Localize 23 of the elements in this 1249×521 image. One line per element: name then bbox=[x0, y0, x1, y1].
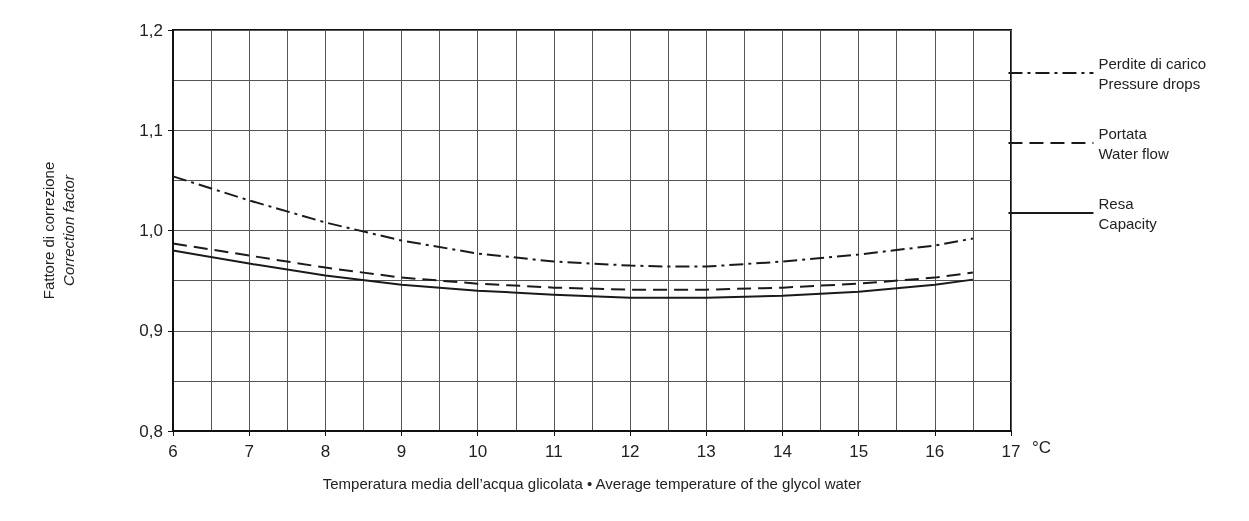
text: °C bbox=[1031, 438, 1051, 457]
x-tick-label: 16 bbox=[925, 442, 945, 461]
x-tick-label: 17 bbox=[1001, 442, 1021, 461]
x-axis-title: Temperatura media dell’acqua glicolata • Average temperature of the glycol water bbox=[322, 475, 862, 492]
x-tick-label: 11 bbox=[545, 442, 563, 461]
x-tick-label: 9 bbox=[396, 442, 407, 461]
x-tick-label: 12 bbox=[620, 442, 640, 461]
x-tick-label: 14 bbox=[772, 442, 792, 461]
y-tick-label: 1,0 bbox=[139, 221, 163, 240]
text: Perdite di carico Pressure drops bbox=[1098, 54, 1207, 92]
x-tick-label: 10 bbox=[468, 442, 488, 461]
x-tick-label: 6 bbox=[168, 442, 178, 461]
y-tick-label: 1,1 bbox=[139, 120, 163, 140]
y-tick-label: 0,9 bbox=[139, 321, 163, 341]
text: Portata Water flow bbox=[1098, 124, 1169, 162]
x-tick-label: 8 bbox=[320, 442, 331, 461]
x-tick-label: 7 bbox=[244, 442, 254, 461]
text: Resa Capacity bbox=[1098, 194, 1158, 232]
x-tick-label: 15 bbox=[849, 442, 869, 461]
y-tick-label: 0,8 bbox=[139, 421, 163, 441]
x-tick-label: 13 bbox=[696, 442, 716, 461]
y-tick-label: 1,2 bbox=[139, 20, 163, 40]
y-axis-title: Fattore di correzione Correction factor bbox=[39, 161, 77, 300]
